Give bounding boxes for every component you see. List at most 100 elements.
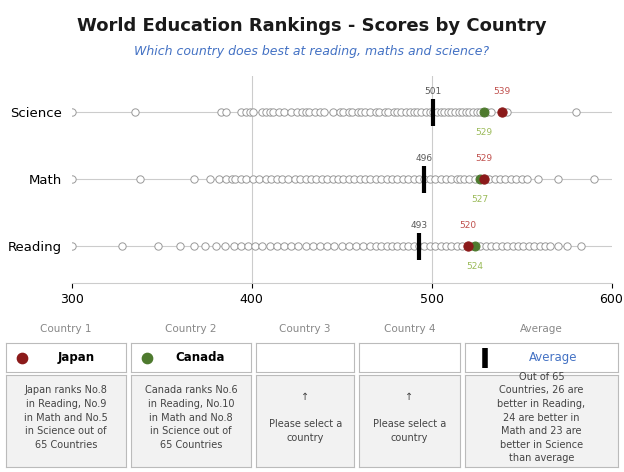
Point [250, 243, 260, 250]
Point [229, 243, 239, 250]
Point [459, 176, 469, 183]
Point [441, 176, 451, 183]
Point [502, 243, 512, 250]
Point [497, 243, 507, 250]
Point [468, 243, 478, 250]
Point [130, 109, 140, 116]
Point [409, 109, 419, 116]
Point [189, 243, 199, 250]
Text: Average: Average [520, 324, 563, 334]
Point [409, 243, 419, 250]
Point [374, 109, 384, 116]
Point [430, 176, 440, 183]
Point [290, 176, 300, 183]
Point [248, 109, 258, 116]
Point [502, 109, 512, 116]
Point [486, 109, 496, 116]
Point [470, 243, 480, 250]
Text: 496: 496 [416, 154, 433, 163]
Point [322, 176, 332, 183]
Point [344, 176, 354, 183]
Point [457, 243, 467, 250]
Point [419, 243, 429, 250]
Point [344, 109, 354, 116]
Point [500, 176, 510, 183]
Point [175, 243, 185, 250]
Point [358, 243, 368, 250]
Point [205, 176, 215, 183]
Point [405, 109, 415, 116]
Text: 529: 529 [475, 154, 492, 163]
Point [283, 176, 293, 183]
Point [203, 221, 213, 228]
Point [479, 109, 489, 116]
Point [468, 109, 478, 116]
Point [376, 243, 386, 250]
Point [506, 176, 516, 183]
Point [439, 109, 449, 116]
Point [230, 176, 240, 183]
Text: Country 2: Country 2 [165, 324, 217, 334]
Text: 501: 501 [425, 87, 442, 96]
Point [258, 109, 268, 116]
Point [245, 109, 255, 116]
Point [446, 243, 456, 250]
Point [315, 109, 325, 116]
Point [416, 109, 426, 116]
Text: Canada: Canada [176, 351, 225, 364]
Point [319, 109, 329, 116]
Point [236, 109, 246, 116]
Point [241, 109, 251, 116]
Point [308, 243, 318, 250]
Point [366, 243, 376, 250]
Point [484, 176, 494, 183]
Point [403, 176, 413, 183]
Point [274, 109, 284, 116]
Point [200, 243, 210, 250]
Point [452, 176, 462, 183]
Point [328, 176, 338, 183]
Point [436, 243, 446, 250]
Point [279, 109, 289, 116]
Point [351, 243, 361, 250]
Point [475, 176, 485, 183]
Point [279, 243, 289, 250]
Point [337, 243, 347, 250]
Point [452, 243, 462, 250]
Point [446, 176, 456, 183]
Text: Country 1: Country 1 [41, 324, 92, 334]
Point [387, 176, 397, 183]
Point [222, 176, 232, 183]
Point [360, 109, 370, 116]
Point [472, 109, 482, 116]
Point [311, 176, 321, 183]
Point [425, 176, 435, 183]
Point [533, 176, 543, 183]
Point [354, 176, 364, 183]
Text: Average: Average [529, 351, 578, 364]
Point [214, 176, 224, 183]
Point [425, 243, 435, 250]
Text: Japan: Japan [57, 351, 94, 364]
Point [392, 243, 402, 250]
Point [371, 109, 381, 116]
Point [371, 176, 381, 183]
Point [265, 243, 275, 250]
Point [443, 109, 453, 116]
Point [254, 176, 264, 183]
Point [348, 109, 358, 116]
Point [480, 243, 490, 250]
Point [475, 243, 485, 250]
Point [382, 243, 392, 250]
Point [519, 243, 529, 250]
Point [421, 109, 431, 116]
Point [291, 109, 301, 116]
Point [310, 109, 319, 116]
Point [277, 176, 287, 183]
Point [153, 243, 163, 250]
Point [382, 176, 392, 183]
Point [425, 109, 435, 116]
Point [414, 243, 424, 250]
Point [328, 109, 338, 116]
Text: 539: 539 [493, 87, 510, 96]
